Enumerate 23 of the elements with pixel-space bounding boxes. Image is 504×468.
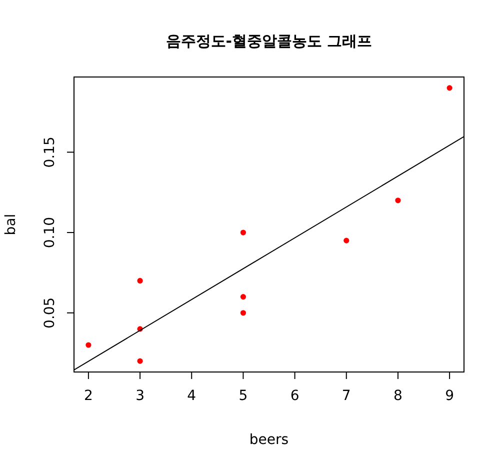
chart-title: 음주정도-혈중알콜농도 그래프 [166, 32, 372, 50]
y-tick-label: 0.15 [42, 136, 58, 168]
point [137, 278, 143, 284]
x-tick-label: 4 [187, 388, 196, 404]
point [240, 294, 246, 300]
point [137, 358, 143, 364]
x-tick-label: 6 [290, 388, 300, 404]
point [240, 310, 246, 316]
point [446, 85, 452, 91]
point [395, 198, 401, 204]
x-tick-label: 9 [445, 388, 454, 404]
x-tick-label: 2 [84, 388, 93, 404]
x-axis-title: beers [249, 432, 289, 448]
y-tick-label: 0.10 [42, 216, 58, 248]
x-tick-label: 3 [136, 388, 144, 404]
x-tick-label: 5 [238, 388, 248, 404]
x-tick-label: 8 [394, 388, 402, 404]
y-tick-label: 0.05 [42, 297, 58, 328]
x-tick-label: 7 [342, 388, 351, 404]
point [240, 230, 246, 236]
y-axis-title: bal [3, 214, 19, 236]
point [344, 238, 350, 244]
point [86, 342, 92, 348]
